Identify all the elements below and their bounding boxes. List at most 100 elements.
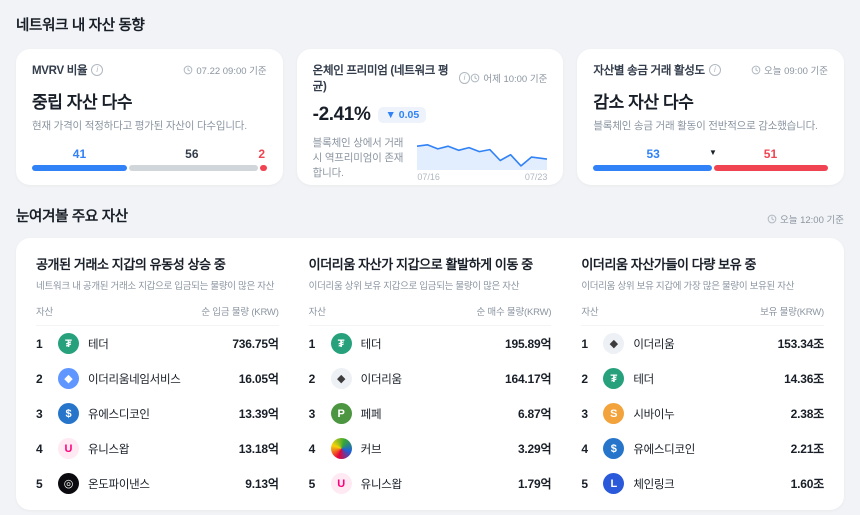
info-icon[interactable]: i <box>458 72 471 84</box>
info-icon[interactable]: i <box>708 64 721 76</box>
uniswap-icon: U <box>330 473 352 494</box>
clock-icon <box>470 73 480 83</box>
asset-row[interactable]: 3 S 시바이누 2.38조 <box>581 396 824 431</box>
network-trends-section: 네트워크 내 자산 동향 MVRV 비율 i 07.22 09:00 기준 중립… <box>16 14 845 185</box>
group-title: 이더리움 자산가 지갑으로 활발하게 이동 중 <box>308 257 534 272</box>
clock-icon <box>184 65 193 75</box>
asset-rank: 4 <box>581 441 589 456</box>
asset-name: 이더리움 <box>360 373 402 386</box>
group-subtitle: 네트워크 내 공개된 거래소 지갑으로 입금되는 물량이 많은 자산 <box>36 281 275 292</box>
asset-rank: 4 <box>308 441 316 456</box>
asset-amount: 14.36조 <box>784 372 825 386</box>
pepe-icon: P <box>330 403 352 424</box>
usdc-icon: $ <box>603 438 625 459</box>
table-header: 자산 순 매수 물량(KRW) <box>308 292 552 326</box>
asset-rank: 3 <box>308 406 316 421</box>
section-timestamp: 오늘 12:00 기준 <box>767 212 844 226</box>
usdc-icon: $ <box>58 403 79 424</box>
bar-value: 41 <box>72 147 87 161</box>
asset-amount: 164.17억 <box>505 372 552 386</box>
column-asset: 자산 <box>308 307 326 318</box>
card-label: 자산별 송금 거래 활성도 <box>593 65 705 77</box>
asset-row[interactable]: 3 $ 유에스디코인 13.39억 <box>36 396 279 431</box>
asset-rank: 5 <box>581 476 589 491</box>
segmented-bar <box>593 165 829 171</box>
info-icon[interactable]: i <box>91 64 104 76</box>
shiba-inu-icon: S <box>603 403 625 424</box>
premium-value: -2.41% <box>312 104 371 125</box>
bar-value: 56 <box>185 147 199 161</box>
asset-rows: 1 ₮ 테더 736.75억 2 ◆ 이더리움네임서비스 16.05억 3 $ 유에스디코인 13.3… <box>36 326 279 501</box>
tether-icon: ₮ <box>330 333 352 354</box>
bar-segment <box>32 165 127 171</box>
asset-rows: 1 ₮ 테더 195.89억 2 ◆ 이더리움 164.17억 3 P 페페 6.87억 4 커브 3.29… <box>309 326 552 501</box>
tether-icon: ₮ <box>603 368 625 389</box>
asset-rank: 1 <box>308 336 316 351</box>
asset-group-whale-buying: 이더리움 자산가 지갑으로 활발하게 이동 중 이더리움 상위 보유 지갑으로 … <box>308 254 552 502</box>
asset-amount: 2.21조 <box>790 442 825 456</box>
bar-segment <box>593 165 712 171</box>
asset-amount: 13.39억 <box>238 407 279 421</box>
ethereum-icon: ◆ <box>603 333 625 354</box>
asset-name: 테더 <box>633 373 654 386</box>
card-description: 블록체인 상에서 거래 시 역프리미엄이 존재합니다. <box>312 137 404 180</box>
asset-row[interactable]: 3 P 페페 6.87억 <box>309 396 552 431</box>
bar-value: 51 <box>763 147 778 161</box>
sparkline-chart <box>417 143 548 170</box>
asset-rank: 2 <box>36 371 43 386</box>
asset-name: 페페 <box>360 408 382 421</box>
asset-name: 테더 <box>360 338 382 351</box>
asset-amount: 16.05억 <box>238 372 279 386</box>
timestamp-text: 오늘 12:00 기준 <box>779 215 844 226</box>
asset-row[interactable]: 5 U 유니스왑 1.79억 <box>309 466 552 501</box>
column-amount: 순 매수 물량(KRW) <box>476 307 552 318</box>
split-marker-icon: ▼ <box>708 148 717 157</box>
asset-rank: 3 <box>581 406 589 421</box>
asset-rank: 3 <box>36 406 43 421</box>
asset-name: 유니스왑 <box>360 478 402 491</box>
timestamp-text: 오늘 09:00 기준 <box>764 66 829 77</box>
bar-segment <box>259 165 267 171</box>
asset-amount: 6.87억 <box>517 407 552 421</box>
column-amount: 순 입금 물량 (KRW) <box>201 307 279 318</box>
asset-row[interactable]: 1 ₮ 테더 195.89억 <box>309 326 552 361</box>
asset-row[interactable]: 5 ◎ 온도파이낸스 9.13억 <box>36 466 279 501</box>
asset-row[interactable]: 2 ₮ 테더 14.36조 <box>581 361 824 396</box>
activity-distribution-bar: 53 51 ▼ <box>593 147 829 171</box>
asset-row[interactable]: 1 ₮ 테더 736.75억 <box>36 326 279 361</box>
asset-amount: 3.29억 <box>517 442 552 456</box>
asset-row[interactable]: 1 ◆ 이더리움 153.34조 <box>581 326 824 361</box>
asset-name: 유에스디코인 <box>633 443 696 456</box>
asset-row[interactable]: 4 $ 유에스디코인 2.21조 <box>581 431 824 466</box>
bar-value: 53 <box>646 147 660 161</box>
group-subtitle: 이더리움 상위 보유 지갑으로 입금되는 물량이 많은 자산 <box>308 281 520 292</box>
asset-name: 유에스디코인 <box>88 408 150 421</box>
asset-name: 이더리움네임서비스 <box>88 373 181 386</box>
asset-row[interactable]: 5 L 체인링크 1.60조 <box>581 466 824 501</box>
asset-row[interactable]: 4 커브 3.29억 <box>309 431 552 466</box>
asset-name: 체인링크 <box>633 478 675 491</box>
table-header: 자산 보유 물량(KRW) <box>581 292 824 326</box>
asset-row[interactable]: 2 ◆ 이더리움 164.17억 <box>309 361 552 396</box>
card-timestamp: 07.22 09:00 기준 <box>183 63 267 77</box>
asset-rank: 1 <box>581 336 589 351</box>
ondo-finance-icon: ◎ <box>58 473 79 494</box>
bar-value: 2 <box>258 147 266 161</box>
column-asset: 자산 <box>36 307 54 318</box>
timestamp-text: 어제 10:00 기준 <box>483 74 548 85</box>
bar-segment <box>128 165 258 171</box>
mvrv-distribution-bar: 41 56 2 <box>32 147 267 171</box>
uniswap-icon: U <box>58 438 79 459</box>
timestamp-text: 07.22 09:00 기준 <box>196 66 267 77</box>
asset-row[interactable]: 2 ◆ 이더리움네임서비스 16.05억 <box>36 361 279 396</box>
asset-rank: 2 <box>308 371 316 386</box>
asset-amount: 153.34조 <box>777 337 825 351</box>
tether-icon: ₮ <box>58 333 79 354</box>
card-description: 현재 가격이 적정하다고 평가된 자산이 다수입니다. <box>32 120 247 132</box>
ethereum-icon: ◆ <box>330 368 352 389</box>
card-headline: 감소 자산 다수 <box>593 93 694 112</box>
curve-icon <box>330 438 352 459</box>
mvrv-card: MVRV 비율 i 07.22 09:00 기준 중립 자산 다수 현재 가격이… <box>16 49 283 185</box>
group-subtitle: 이더리움 상위 보유 지갑에 가장 많은 물량이 보유된 자산 <box>581 281 795 292</box>
asset-row[interactable]: 4 U 유니스왑 13.18억 <box>36 431 279 466</box>
